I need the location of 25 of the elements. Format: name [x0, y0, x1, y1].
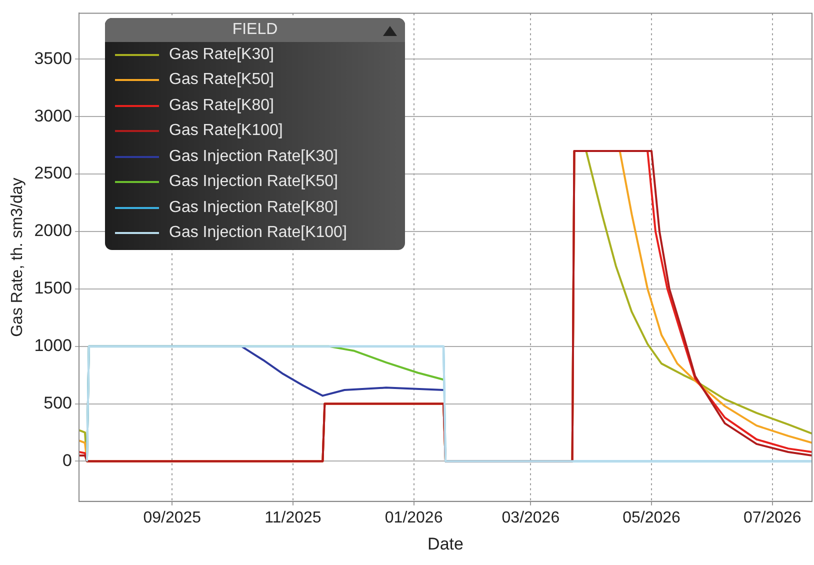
x-tick-label: 07/2026 — [743, 509, 802, 526]
y-tick-label: 2500 — [34, 164, 72, 183]
x-tick-label: 05/2026 — [622, 509, 681, 526]
legend-label: Gas Injection Rate[K100] — [169, 224, 347, 242]
x-tick-label: 11/2025 — [264, 509, 322, 526]
legend-label: Gas Injection Rate[K50] — [169, 173, 338, 192]
y-tick-label: 2000 — [34, 221, 72, 240]
y-axis-title: Gas Rate, th. sm3/day — [9, 178, 26, 337]
legend-label: Gas Rate[K100] — [169, 122, 283, 140]
legend-label: Gas Injection Rate[K80] — [169, 198, 338, 217]
legend-label: Gas Rate[K50] — [169, 71, 274, 90]
x-axis-title: Date — [428, 534, 464, 554]
y-tick-label: 3500 — [34, 48, 72, 68]
legend-label: Gas Injection Rate[K30] — [169, 148, 338, 166]
x-tick-label: 01/2026 — [384, 509, 443, 526]
y-tick-label: 3000 — [34, 106, 72, 126]
x-tick-label: 03/2026 — [502, 509, 560, 526]
y-tick-label: 0 — [62, 450, 72, 470]
y-tick-label: 1000 — [34, 336, 72, 356]
x-tick-label: 09/2025 — [143, 509, 202, 526]
legend-label: Gas Rate[K80] — [169, 96, 274, 115]
y-tick-label: 1500 — [34, 278, 72, 298]
y-tick-label: 500 — [44, 393, 72, 412]
legend-header: FIELD — [105, 18, 405, 42]
legend-label: Gas Rate[K30] — [169, 46, 274, 64]
